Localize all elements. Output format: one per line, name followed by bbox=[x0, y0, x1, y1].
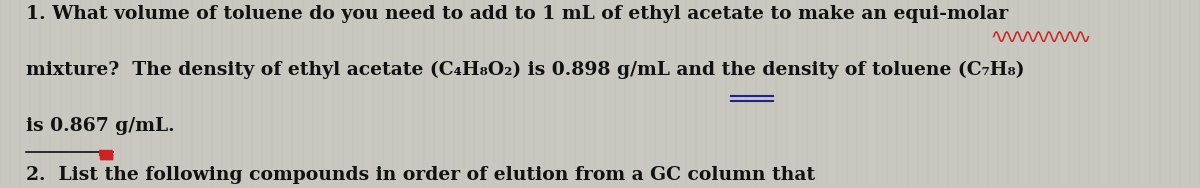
Text: mixture?  The density of ethyl acetate (C₄H₈O₂) is 0.898 g/mL and the density of: mixture? The density of ethyl acetate (C… bbox=[26, 61, 1025, 79]
Text: 1. What volume of toluene do you need to add to 1 mL of ethyl acetate to make an: 1. What volume of toluene do you need to… bbox=[26, 5, 1009, 23]
Text: 2.  List the following compounds in order of elution from a GC column that: 2. List the following compounds in order… bbox=[26, 166, 816, 184]
Text: is 0.867 g/mL.: is 0.867 g/mL. bbox=[26, 117, 175, 135]
